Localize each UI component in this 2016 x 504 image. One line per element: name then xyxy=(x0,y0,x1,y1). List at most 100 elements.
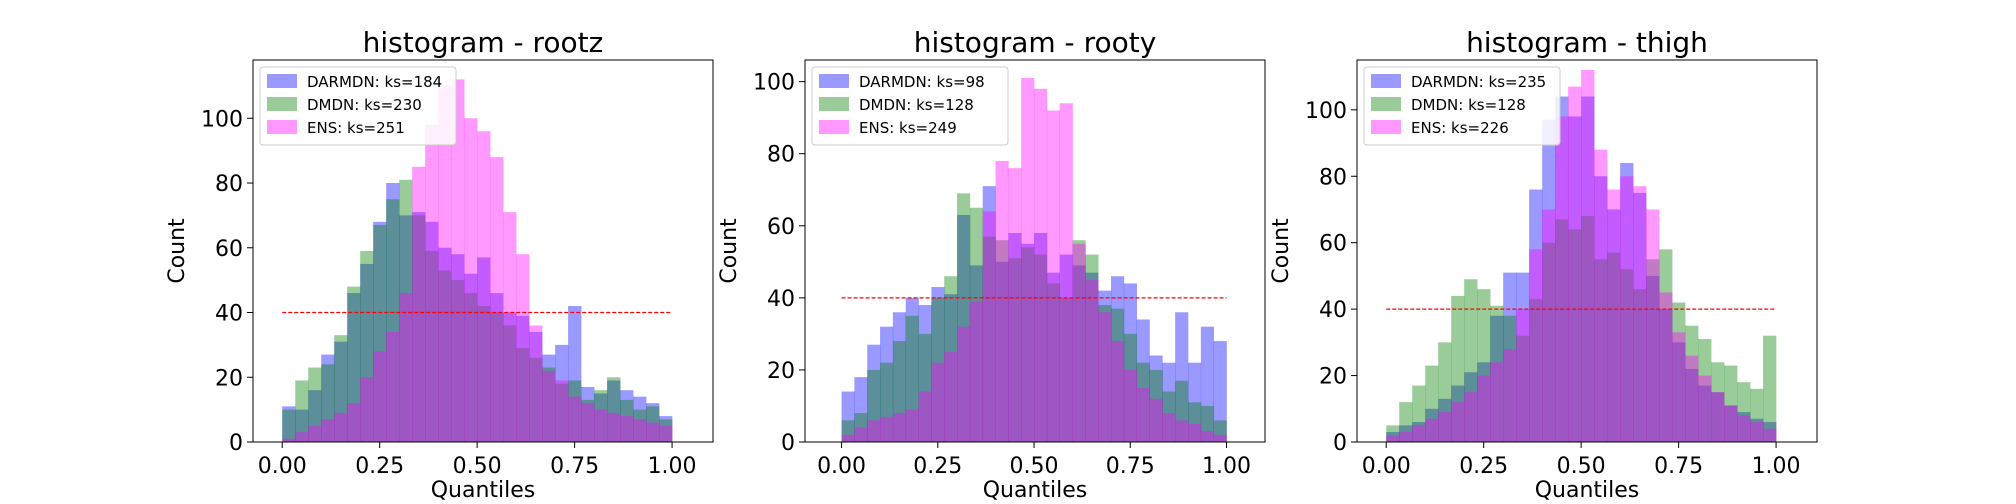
legend-swatch xyxy=(1371,120,1401,134)
x-tick-label: 0.75 xyxy=(1654,454,1703,479)
x-tick-label: 0.25 xyxy=(913,454,962,479)
histogram-bar xyxy=(1659,292,1673,442)
histogram-bar xyxy=(529,325,543,442)
chart-title: histogram - rootz xyxy=(363,26,604,59)
histogram-bar xyxy=(1162,391,1176,442)
histogram-bar xyxy=(1464,279,1478,442)
histogram-bar xyxy=(438,247,452,442)
histogram-bar xyxy=(503,312,517,442)
histogram-bar xyxy=(620,416,634,442)
y-axis-label: Count xyxy=(717,218,742,284)
histogram-bar xyxy=(1685,325,1699,442)
histogram-bar xyxy=(555,344,569,442)
histogram-bar xyxy=(1490,305,1504,442)
histogram-bar xyxy=(957,214,971,442)
series-0 xyxy=(841,186,1227,442)
x-tick-label: 0.25 xyxy=(355,454,404,479)
histogram-bar xyxy=(542,367,556,442)
histogram-bar xyxy=(905,315,919,442)
histogram-bar xyxy=(503,325,517,442)
histogram-bar xyxy=(1399,402,1413,442)
histogram-bar xyxy=(1034,232,1048,442)
histogram-bar xyxy=(1438,398,1452,442)
histogram-bar xyxy=(1451,402,1465,442)
series-2 xyxy=(841,78,1227,443)
histogram-bar xyxy=(880,416,894,442)
histogram-bar xyxy=(412,212,426,442)
histogram-bar xyxy=(1213,420,1227,442)
histogram-bar xyxy=(321,364,335,442)
histogram-bar xyxy=(1149,355,1163,442)
histogram-bar xyxy=(659,419,673,442)
histogram-bar xyxy=(1085,279,1099,442)
legend-label: ENS: ks=226 xyxy=(1411,119,1509,137)
histogram-bar xyxy=(1646,259,1660,442)
histogram-bar xyxy=(1046,283,1061,442)
chart-title: histogram - thigh xyxy=(1466,26,1708,59)
histogram-bar xyxy=(918,333,932,442)
x-tick-label: 0.00 xyxy=(817,454,866,479)
legend-swatch xyxy=(1371,74,1401,88)
y-tick-label: 20 xyxy=(215,366,243,391)
histogram-bar xyxy=(490,293,504,442)
histogram-bar xyxy=(1175,380,1189,442)
histogram-bar xyxy=(957,193,971,442)
histogram-bar xyxy=(659,425,673,442)
histogram-bar xyxy=(1162,362,1176,442)
histogram-bar xyxy=(1659,309,1673,442)
histogram-bar xyxy=(607,380,621,442)
histogram-bar xyxy=(1620,162,1634,442)
histogram-bar xyxy=(1737,412,1751,442)
x-tick-label: 0.00 xyxy=(1362,454,1411,479)
histogram-bar xyxy=(1059,254,1073,442)
legend: DARMDN: ks=98 DMDN: ks=128 ENS: ks=249 xyxy=(811,66,1009,146)
histogram-bar xyxy=(905,297,919,442)
histogram-bar xyxy=(1477,362,1491,442)
histogram-bar xyxy=(1200,431,1214,442)
histogram-bar xyxy=(295,432,309,442)
histogram-bar xyxy=(1085,272,1099,442)
histogram-bar xyxy=(931,362,945,442)
histogram-bar xyxy=(1098,305,1112,442)
histogram-bar xyxy=(1568,229,1582,442)
histogram-bar xyxy=(1581,216,1595,442)
histogram-bar xyxy=(1008,232,1022,442)
histogram-bar xyxy=(1021,243,1035,442)
y-axis-label: Count xyxy=(165,218,190,284)
histogram-bar xyxy=(1034,254,1048,442)
histogram-bar xyxy=(1607,209,1621,442)
histogram-bar xyxy=(931,287,945,442)
histogram-bar xyxy=(1399,432,1413,442)
histogram-bar xyxy=(841,434,855,442)
histogram-bar xyxy=(1046,110,1061,443)
histogram-bar xyxy=(464,118,478,443)
histogram-bar xyxy=(360,263,374,442)
histogram-bar xyxy=(451,280,465,442)
histogram-bar xyxy=(1633,192,1647,442)
histogram-bar xyxy=(399,293,413,442)
legend-swatch xyxy=(267,97,297,111)
histogram-bar xyxy=(386,331,400,442)
histogram-bar xyxy=(969,265,984,442)
histogram-bar xyxy=(490,157,504,442)
histogram-bar xyxy=(1046,272,1061,442)
chart-panel-2: 0.00 0.25 0.50 0.75 1.00 0 20 40 60 80 100 histogra… xyxy=(1269,26,1818,503)
y-tick-label: 100 xyxy=(753,71,795,96)
y-tick-label: 0 xyxy=(229,431,243,456)
legend-frame xyxy=(1363,66,1561,146)
histogram-bar xyxy=(1594,259,1608,442)
histogram-bar xyxy=(1581,96,1595,443)
x-tick-label: 0.75 xyxy=(550,454,599,479)
histogram-bar xyxy=(1607,189,1621,442)
histogram-bar xyxy=(1098,290,1112,442)
histogram-bar xyxy=(1175,420,1189,442)
histogram-bar xyxy=(1021,247,1035,442)
histogram-bar xyxy=(1034,88,1048,442)
histogram-bar xyxy=(841,391,855,442)
y-tick-label: 0 xyxy=(781,431,795,456)
histogram-bar xyxy=(1568,116,1582,442)
histogram-bar xyxy=(1425,365,1439,442)
histogram-bar xyxy=(347,403,361,442)
y-tick-label: 80 xyxy=(215,172,243,197)
legend-label: DARMDN: ks=235 xyxy=(1411,73,1546,91)
